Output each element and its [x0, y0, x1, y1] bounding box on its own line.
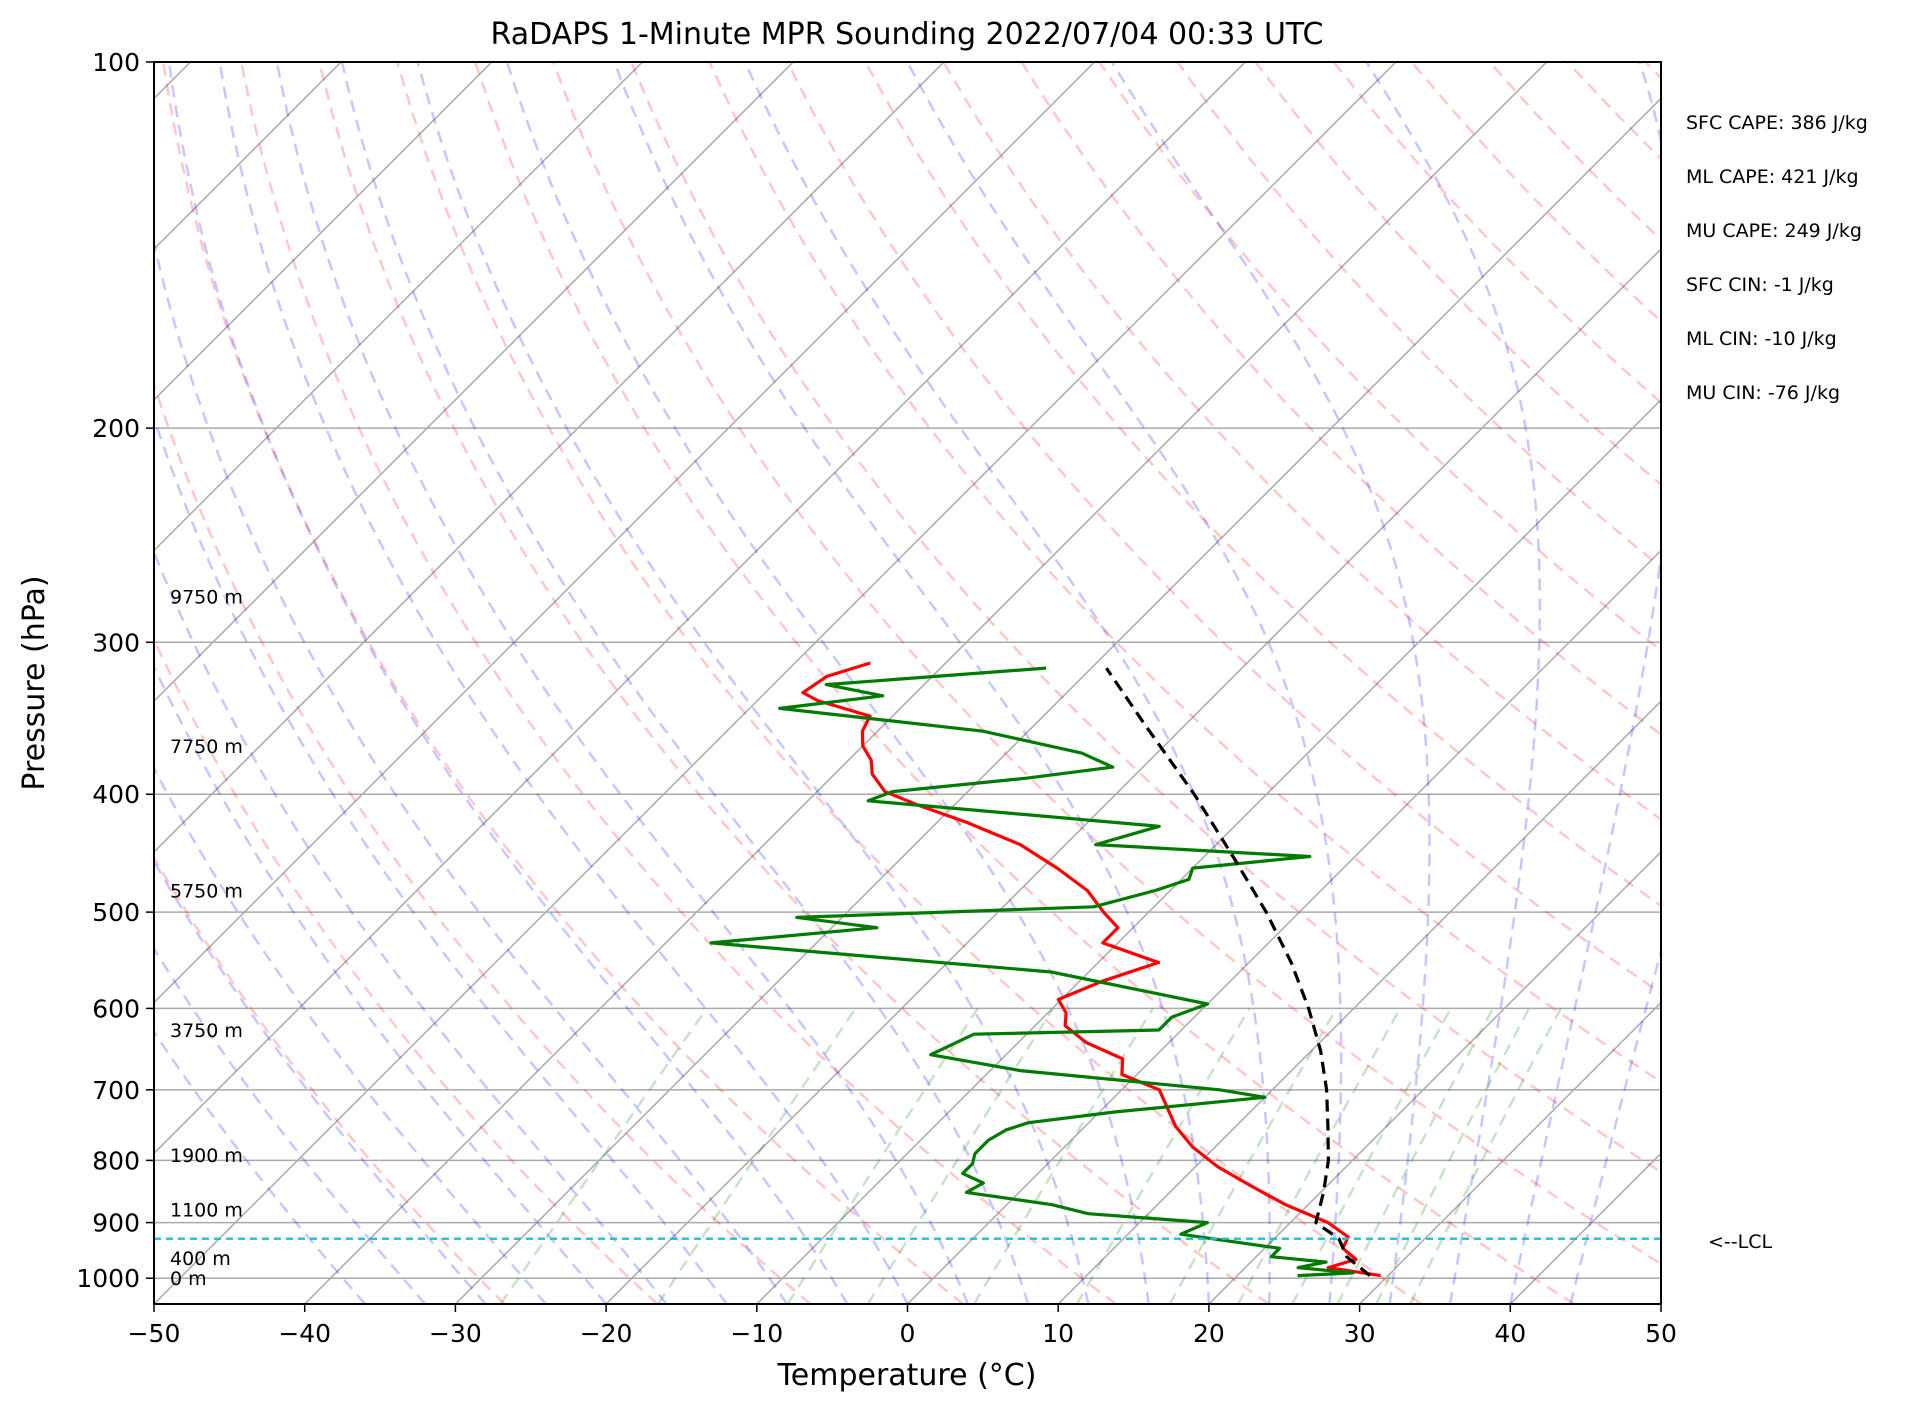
y-tick-label: 400	[92, 780, 140, 809]
y-tick-label: 500	[92, 898, 140, 927]
height-label: 0 m	[170, 1268, 207, 1290]
x-tick-label: 10	[1042, 1319, 1074, 1348]
parameter-line: MU CAPE: 249 J/kg	[1686, 220, 1862, 242]
x-tick-label: −30	[429, 1319, 482, 1348]
parameter-line: ML CAPE: 421 J/kg	[1686, 166, 1859, 188]
y-tick-label: 100	[92, 48, 140, 77]
lcl-indicator: <--LCL	[1708, 1231, 1772, 1253]
dry-adiabat	[1802, 62, 1911, 1304]
isotherm	[1661, 62, 1911, 1304]
height-label: 5750 m	[170, 881, 243, 903]
height-label: 3750 m	[170, 1020, 243, 1042]
y-tick-label: 700	[92, 1076, 140, 1105]
height-label: 400 m	[170, 1248, 231, 1270]
x-tick-label: 40	[1494, 1319, 1526, 1348]
height-label: 7750 m	[170, 736, 243, 758]
y-axis-label: Pressure (hPa)	[17, 575, 52, 790]
x-tick-label: −50	[128, 1319, 181, 1348]
parameter-readout: SFC CAPE: 386 J/kg ML CAPE: 421 J/kg MU CA…	[1686, 112, 1868, 404]
isotherm	[1812, 62, 1911, 1304]
parameter-line: MU CIN: -76 J/kg	[1686, 382, 1840, 404]
x-axis-label: Temperature (°C)	[777, 1358, 1037, 1393]
y-tick-label: 1000	[76, 1264, 140, 1293]
x-tick-label: 20	[1193, 1319, 1225, 1348]
y-tick-label: 900	[92, 1209, 140, 1238]
height-label: 9750 m	[170, 586, 243, 608]
x-tick-label: 30	[1344, 1319, 1376, 1348]
y-tick-label: 600	[92, 994, 140, 1023]
lcl-label: <--LCL	[1708, 1231, 1772, 1253]
x-tick-label: 50	[1645, 1319, 1677, 1348]
chart-title: RaDAPS 1-Minute MPR Sounding 2022/07/04 …	[491, 17, 1324, 52]
x-tick-label: −20	[580, 1319, 633, 1348]
y-tick-label: 200	[92, 414, 140, 443]
dry-adiabat	[1646, 62, 1911, 1304]
dry-adiabat	[1724, 62, 1911, 1304]
x-tick-label: 0	[900, 1319, 916, 1348]
y-tick-label: 300	[92, 628, 140, 657]
height-label: 1100 m	[170, 1200, 243, 1222]
x-tick-label: −10	[730, 1319, 783, 1348]
x-tick-label: −40	[278, 1319, 331, 1348]
parameter-line: SFC CIN: -1 J/kg	[1686, 274, 1834, 296]
y-tick-label: 800	[92, 1146, 140, 1175]
parameter-line: SFC CAPE: 386 J/kg	[1686, 112, 1868, 134]
parameter-line: ML CIN: -10 J/kg	[1686, 328, 1837, 350]
height-label: 1900 m	[170, 1145, 243, 1167]
